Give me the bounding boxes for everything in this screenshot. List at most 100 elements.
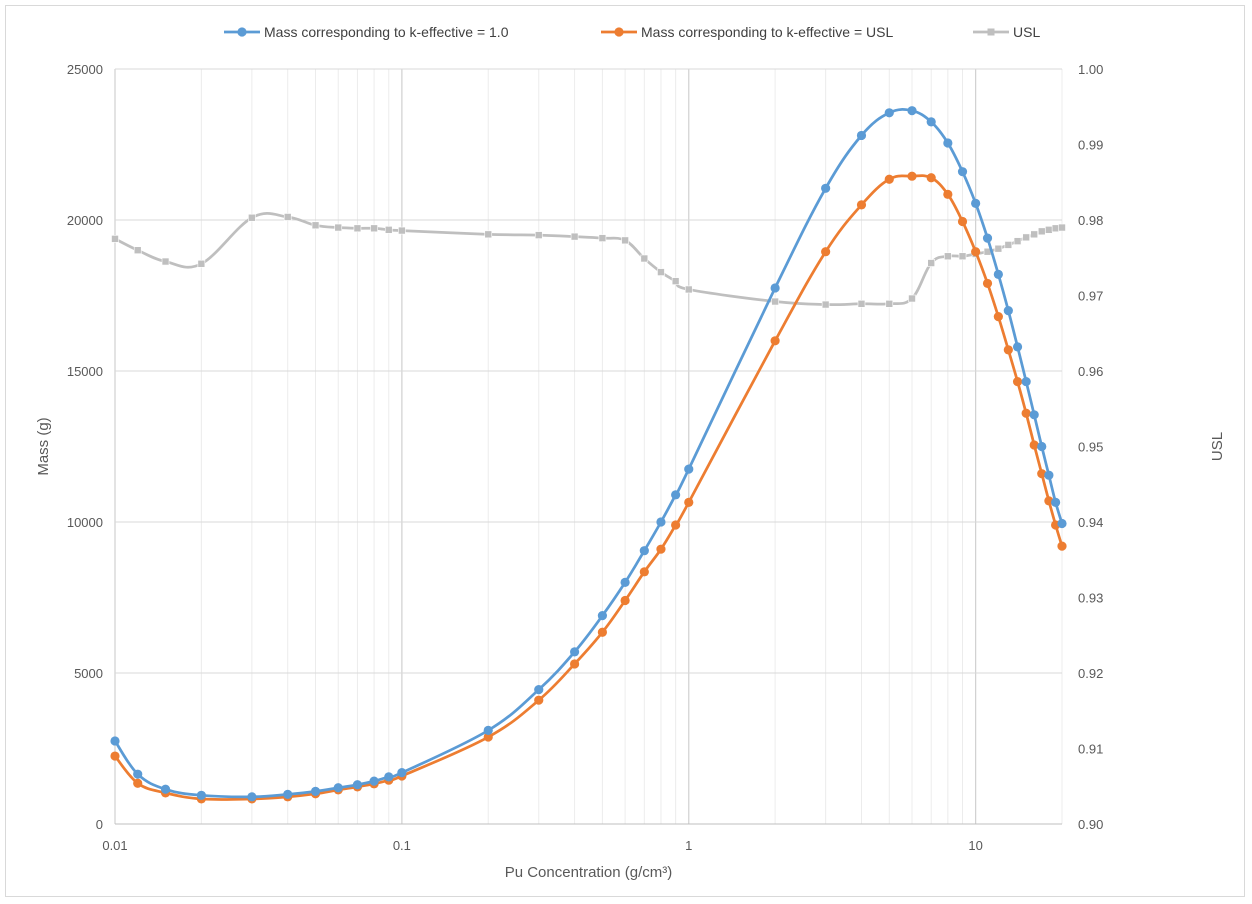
data-point [1004, 241, 1013, 249]
data-point [398, 226, 406, 235]
data-point [621, 236, 629, 245]
legend-swatch-marker [614, 27, 624, 37]
data-point [971, 247, 981, 257]
y-tick-label: 20000 [67, 213, 103, 228]
data-point [353, 224, 362, 233]
data-point [534, 685, 544, 695]
data-point [993, 312, 1003, 322]
data-point [821, 183, 831, 193]
data-point [1045, 226, 1053, 234]
data-point [247, 792, 257, 802]
y-axis-title: Mass (g) [35, 417, 52, 475]
data-point [370, 224, 378, 233]
legend-swatch-marker [237, 27, 247, 37]
data-point [907, 171, 917, 181]
data-point [639, 567, 649, 577]
data-point [160, 784, 171, 794]
data-point [1037, 441, 1047, 452]
data-point [248, 213, 256, 222]
data-point [857, 300, 866, 308]
data-point [334, 223, 343, 232]
data-point [369, 776, 379, 786]
data-point [884, 174, 894, 184]
data-point [656, 517, 666, 527]
data-point [197, 259, 206, 268]
data-point [1029, 440, 1039, 450]
data-point [957, 216, 968, 227]
data-point [1030, 230, 1038, 239]
data-point [352, 780, 363, 790]
data-point [384, 226, 393, 234]
legend-label: USL [1013, 24, 1040, 40]
data-point [821, 247, 831, 257]
data-point [598, 234, 607, 242]
y-tick-label: 5000 [74, 666, 103, 681]
data-point [483, 732, 493, 742]
data-point [971, 198, 981, 208]
series-line [114, 212, 1063, 307]
data-point [1029, 410, 1039, 420]
data-point [1057, 518, 1067, 529]
data-point [982, 233, 993, 243]
series-line [113, 174, 1064, 801]
y2-axis-title: USL [1209, 432, 1226, 461]
data-point [283, 789, 293, 800]
data-point [1021, 408, 1031, 418]
data-point [657, 268, 665, 276]
data-point [111, 235, 119, 243]
data-point [640, 254, 649, 263]
data-point [856, 130, 867, 141]
data-point [1012, 342, 1023, 352]
series-3 [111, 212, 1066, 309]
series-2 [110, 171, 1067, 804]
legend-item: USL [973, 24, 1040, 40]
gridlines [114, 68, 1063, 825]
legend-swatch-marker [987, 28, 995, 36]
y2-tick-label: 0.98 [1078, 213, 1103, 228]
legend-label: Mass corresponding to k-effective = USL [641, 24, 893, 40]
legend-label: Mass corresponding to k-effective = 1.0 [264, 24, 509, 40]
series-layer [110, 106, 1067, 804]
y2-tick-label: 1.00 [1078, 62, 1103, 77]
data-point [597, 611, 608, 621]
y-tick-label: 25000 [67, 62, 103, 77]
data-point [620, 595, 630, 606]
x-tick-label: 10 [968, 838, 982, 853]
data-point [311, 221, 320, 230]
data-point [1051, 497, 1061, 507]
data-point [908, 294, 916, 303]
data-point [133, 778, 143, 788]
data-point [671, 520, 681, 530]
x-tick-label: 0.01 [102, 838, 127, 853]
data-point [671, 490, 681, 500]
data-point [597, 627, 608, 637]
data-point [161, 257, 170, 266]
data-point [1012, 376, 1023, 387]
data-point [958, 252, 967, 261]
series-1 [110, 106, 1067, 802]
data-point [1013, 237, 1022, 245]
data-point [656, 544, 666, 554]
data-point [333, 783, 343, 793]
data-point [570, 232, 579, 241]
data-point [943, 138, 953, 148]
data-point [927, 259, 936, 267]
y2-tick-label: 0.99 [1078, 138, 1103, 153]
data-point [310, 786, 321, 796]
data-point [620, 577, 630, 588]
data-point [684, 464, 694, 474]
y2-tick-label: 0.91 [1078, 742, 1103, 757]
legend-item: Mass corresponding to k-effective = USL [601, 24, 893, 40]
data-point [926, 173, 936, 183]
data-point [283, 213, 292, 221]
data-point [534, 231, 543, 239]
data-point [957, 167, 968, 177]
data-point [770, 336, 780, 346]
data-point [1037, 469, 1047, 479]
data-point [483, 725, 493, 735]
data-point [110, 751, 120, 761]
data-point [944, 252, 952, 261]
data-point [994, 244, 1003, 253]
data-point [684, 285, 693, 294]
